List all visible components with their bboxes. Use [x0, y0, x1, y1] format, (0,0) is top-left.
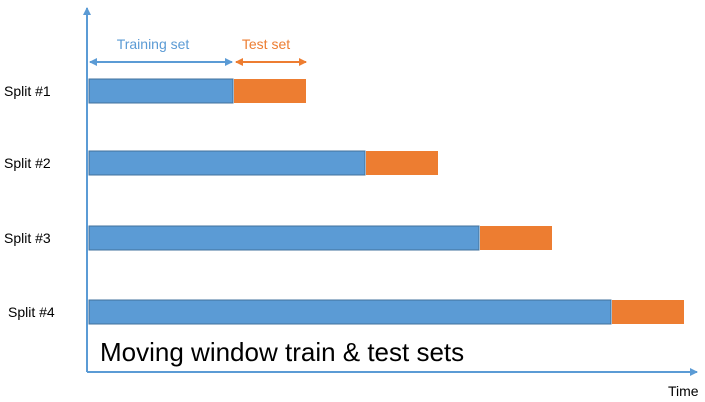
training-set-bar	[88, 299, 612, 325]
test-set-bar	[480, 226, 552, 250]
test-set-bar	[234, 79, 306, 103]
split-label: Split #2	[4, 155, 51, 171]
x-axis-label: Time	[668, 383, 699, 399]
training-set-legend-label: Training set	[117, 36, 190, 52]
splits-group: Split #1 Split #2 Split #3 Split #4	[4, 78, 684, 325]
training-set-bar	[88, 225, 480, 251]
diagram-caption: Moving window train & test sets	[100, 337, 464, 367]
test-set-bar	[612, 300, 684, 324]
split-label: Split #1	[4, 83, 51, 99]
test-set-legend-label: Test set	[242, 36, 290, 52]
split-label: Split #3	[4, 230, 51, 246]
split-label: Split #4	[8, 304, 55, 320]
training-set-bar	[88, 150, 366, 176]
test-set-bar	[366, 151, 438, 175]
training-set-bar	[88, 78, 234, 104]
